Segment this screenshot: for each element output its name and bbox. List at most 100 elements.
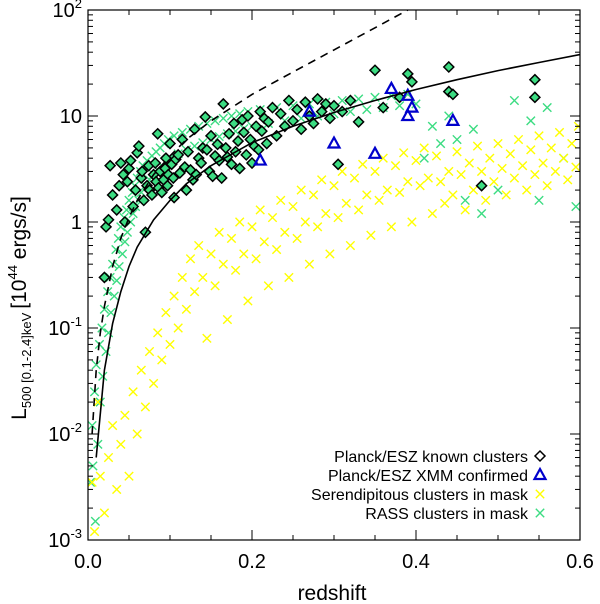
point-serendipitous [112,484,122,495]
point-planck-known [344,94,357,107]
y-axis-label: L500 [0.1-2.4]keV [1044 ergs/s] [5,196,34,420]
point-planck-known [291,103,304,116]
y-tick-label: 10 [60,106,82,128]
point-serendipitous [267,212,278,223]
point-serendipitous [317,175,327,185]
point-serendipitous [222,314,233,325]
point-planck-xmm [445,112,461,126]
point-serendipitous [542,181,552,191]
point-serendipitous [284,272,294,283]
point-planck-known [195,156,208,170]
point-serendipitous [214,227,224,237]
point-serendipitous [88,477,97,488]
point-serendipitous [251,254,261,264]
point-serendipitous [386,222,397,232]
point-serendipitous [181,304,192,315]
y-tick-label-base: 10 [48,530,70,552]
point-rass [88,420,97,431]
point-planck-known [163,137,177,150]
point-planck-known [352,115,365,128]
point-planck-known [172,148,185,161]
point-serendipitous [558,153,569,163]
point-serendipitous [481,195,491,206]
point-serendipitous [210,281,220,291]
point-serendipitous [394,187,405,198]
point-serendipitous [128,387,138,397]
point-serendipitous [153,328,163,338]
point-rass [394,101,405,111]
point-serendipitous [161,307,171,318]
point-serendipitous [271,244,282,255]
point-serendipitous [255,205,265,215]
point-planck-known [145,188,159,202]
point-rass [117,249,128,259]
point-planck-known [222,127,236,140]
point-serendipitous [353,205,364,215]
point-planck-known [260,137,273,150]
point-planck-known [104,159,117,172]
y-tick-label-exp: 2 [75,0,82,11]
point-planck-known [124,154,137,167]
point-planck-known [231,135,245,148]
point-serendipitous [276,195,286,206]
point-serendipitous [247,222,257,232]
legend-marker-serendipitous [535,489,545,499]
point-rass [435,138,446,149]
point-planck-known [319,97,332,110]
point-rass [109,291,119,301]
point-serendipitous [563,175,573,185]
legend-label-rass: RASS clusters in mask [365,506,529,523]
point-rass [427,121,438,131]
point-planck-known [149,156,162,170]
point-serendipitous [296,185,306,195]
legend: Planck/ESZ known clusters Planck/ESZ XMM… [311,449,548,523]
point-planck-known [240,148,253,161]
point-planck-known [211,138,224,151]
point-planck-known [206,170,219,183]
y-axis-label-main: L [8,408,31,420]
point-planck-known [227,117,241,130]
y-axis-label-sup: 44 [5,265,20,279]
point-rass [362,104,372,115]
point-serendipitous [243,296,253,306]
point-planck-known [274,107,287,120]
point-serendipitous [460,205,470,215]
point-serendipitous [169,291,179,301]
x-tick-label: 0.2 [238,551,266,573]
point-planck-known [167,171,180,185]
point-planck-known [99,220,113,233]
point-rass [88,477,96,488]
point-planck-xmm [367,145,383,159]
point-planck-known [168,191,181,204]
point-rass [460,195,470,206]
point-serendipitous [538,158,548,168]
point-planck-xmm [400,107,416,122]
point-serendipitous [456,169,466,180]
point-rass [95,397,105,407]
point-serendipitous [399,148,409,158]
point-planck-known [136,165,149,178]
legend-marker-planck-known [533,449,547,463]
point-serendipitous [497,163,507,174]
point-planck-xmm [252,152,268,166]
point-planck-known [117,168,130,181]
point-serendipitous [427,208,438,219]
point-serendipitous [530,169,540,180]
point-serendipitous [550,166,561,177]
y-axis-label-sub: 500 [0.1-2.4]keV [19,312,34,408]
y-tick-label: 10-2 [48,420,82,446]
legend-label-planck-xmm: Planck/ESZ XMM confirmed [328,468,528,485]
point-serendipitous [505,149,515,159]
point-rass [534,195,544,206]
point-serendipitous [239,249,249,259]
point-planck-known [377,101,390,114]
point-rass [91,360,101,370]
point-serendipitous [501,190,511,200]
point-serendipitous [165,339,175,350]
point-serendipitous [571,162,580,172]
point-planck-xmm [384,80,399,95]
point-planck-known [255,125,268,138]
y-tick-label-base: 1 [71,212,82,234]
point-rass [493,185,503,195]
